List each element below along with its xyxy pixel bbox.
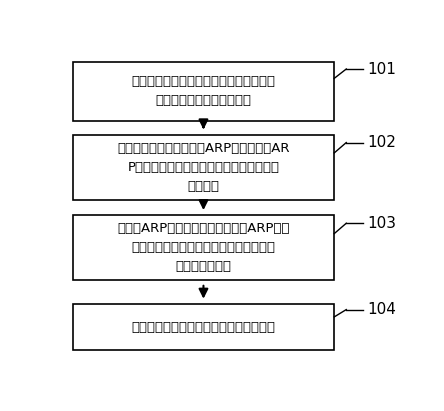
Bar bbox=[73, 135, 334, 200]
Text: 向目标设备的上游设备发送路由更新通知: 向目标设备的上游设备发送路由更新通知 bbox=[131, 321, 275, 333]
Text: 103: 103 bbox=[368, 216, 396, 231]
Text: 接收备份设备发送的第一ARP表项，第一AR
P表项中记录有出接口指向预设设备的目的
设备地址: 接收备份设备发送的第一ARP表项，第一AR P表项中记录有出接口指向预设设备的目… bbox=[117, 142, 290, 193]
Text: 102: 102 bbox=[368, 135, 396, 150]
Bar bbox=[73, 62, 334, 120]
Text: 将第一ARP表项与本地存储的第二ARP表项
进行匹配，并根据匹配结果接收备份设备
的全部转发业务: 将第一ARP表项与本地存储的第二ARP表项 进行匹配，并根据匹配结果接收备份设备… bbox=[117, 222, 290, 273]
Bar bbox=[73, 215, 334, 280]
Bar bbox=[73, 304, 334, 350]
Text: 当检测到故障恢复时，向其他链路通道的
备份设备发送业务转移指令: 当检测到故障恢复时，向其他链路通道的 备份设备发送业务转移指令 bbox=[131, 75, 275, 107]
Text: 101: 101 bbox=[368, 62, 396, 76]
Text: 104: 104 bbox=[368, 302, 396, 317]
